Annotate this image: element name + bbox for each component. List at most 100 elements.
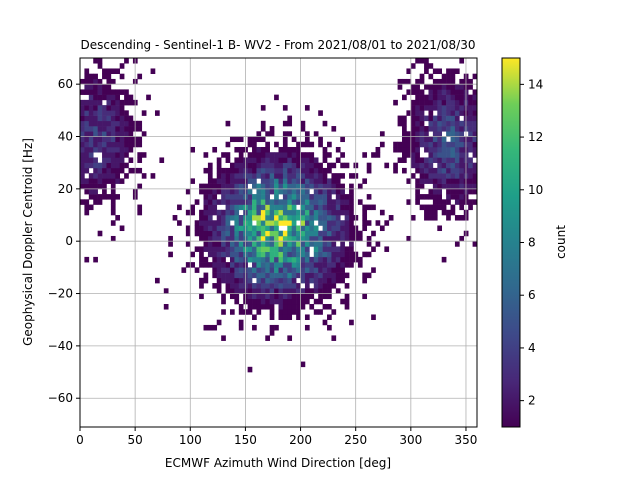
heatmap-cell bbox=[419, 105, 425, 111]
heatmap-cell bbox=[110, 152, 116, 158]
heatmap-cell bbox=[269, 199, 275, 205]
heatmap-cell bbox=[225, 183, 231, 190]
heatmap-cell bbox=[357, 230, 363, 237]
heatmap-cell bbox=[229, 262, 235, 268]
heatmap-cell bbox=[238, 183, 244, 190]
heatmap-cell bbox=[282, 256, 288, 263]
heatmap-cell bbox=[269, 246, 275, 252]
heatmap-cell bbox=[84, 99, 90, 106]
heatmap-cell bbox=[256, 304, 262, 310]
heatmap-cell bbox=[274, 272, 279, 279]
heatmap-cell bbox=[265, 256, 270, 263]
heatmap-cell bbox=[207, 194, 213, 200]
heatmap-cell bbox=[124, 110, 129, 116]
heatmap-cell bbox=[331, 126, 337, 132]
heatmap-cell bbox=[221, 225, 226, 232]
heatmap-cell bbox=[450, 162, 456, 169]
heatmap-cell bbox=[406, 146, 412, 153]
heatmap-cell bbox=[304, 314, 310, 321]
heatmap-cell bbox=[450, 99, 456, 106]
heatmap-cell bbox=[441, 73, 447, 80]
heatmap-cell bbox=[362, 178, 368, 184]
y-axis-label: Geophysical Doppler Centroid [Hz] bbox=[21, 138, 35, 346]
heatmap-cell bbox=[207, 246, 213, 252]
heatmap-cell bbox=[291, 309, 297, 315]
heatmap-cell bbox=[265, 199, 270, 205]
heatmap-cell bbox=[428, 204, 434, 211]
heatmap-cell bbox=[203, 262, 209, 268]
heatmap-cell bbox=[454, 178, 460, 184]
heatmap-cell bbox=[327, 288, 332, 294]
heatmap-cell bbox=[441, 167, 447, 174]
heatmap-cell bbox=[349, 194, 354, 200]
heatmap-cell bbox=[454, 136, 460, 143]
heatmap-cell bbox=[212, 220, 218, 226]
heatmap-cell bbox=[84, 146, 90, 153]
heatmap-cell bbox=[278, 183, 284, 190]
heatmap-cell bbox=[238, 277, 244, 284]
heatmap-cell bbox=[106, 173, 112, 179]
heatmap-cell bbox=[362, 293, 368, 300]
heatmap-cell bbox=[318, 178, 323, 184]
heatmap-cell bbox=[265, 131, 270, 137]
heatmap-cell bbox=[331, 241, 337, 247]
heatmap-cell bbox=[256, 298, 262, 305]
heatmap-cell bbox=[269, 251, 275, 258]
heatmap-cell bbox=[274, 283, 279, 289]
heatmap-cell bbox=[472, 152, 478, 158]
heatmap-cell bbox=[207, 225, 213, 232]
heatmap-cell bbox=[119, 178, 125, 184]
heatmap-cell bbox=[432, 199, 438, 205]
heatmap-cell bbox=[225, 235, 231, 242]
heatmap-cell bbox=[260, 225, 266, 232]
heatmap-cell bbox=[274, 194, 279, 200]
heatmap-cell bbox=[344, 194, 350, 200]
heatmap-cell bbox=[309, 235, 315, 242]
heatmap-cell bbox=[221, 220, 226, 226]
heatmap-cell bbox=[203, 183, 209, 190]
heatmap-cell bbox=[450, 188, 456, 195]
heatmap-cell bbox=[393, 99, 398, 106]
heatmap-cell bbox=[327, 194, 332, 200]
heatmap-cell bbox=[344, 272, 350, 279]
heatmap-cell bbox=[115, 146, 120, 153]
heatmap-cell bbox=[318, 298, 323, 305]
heatmap-cell bbox=[468, 204, 473, 211]
heatmap-cell bbox=[318, 183, 323, 190]
heatmap-cell bbox=[269, 131, 275, 137]
heatmap-cell bbox=[296, 241, 301, 247]
heatmap-cell bbox=[278, 146, 284, 153]
heatmap-cell bbox=[318, 162, 323, 169]
heatmap-cell bbox=[428, 89, 434, 95]
heatmap-cell bbox=[238, 146, 244, 153]
heatmap-cell bbox=[304, 204, 310, 211]
heatmap-cell bbox=[185, 209, 191, 216]
heatmap-cell bbox=[419, 162, 425, 169]
heatmap-cell bbox=[450, 146, 456, 153]
heatmap-cell bbox=[119, 105, 125, 111]
heatmap-cell bbox=[410, 131, 416, 137]
heatmap-cell bbox=[93, 173, 98, 179]
heatmap-cell bbox=[229, 188, 235, 195]
heatmap-cell bbox=[450, 131, 456, 137]
heatmap-cell bbox=[304, 277, 310, 284]
heatmap-cell bbox=[335, 199, 341, 205]
heatmap-cell bbox=[454, 215, 460, 221]
heatmap-cell bbox=[287, 246, 293, 252]
heatmap-cell bbox=[260, 209, 266, 216]
heatmap-cell bbox=[128, 136, 134, 143]
heatmap-cell bbox=[291, 241, 297, 247]
heatmap-cell bbox=[322, 267, 328, 273]
heatmap-cell bbox=[313, 267, 319, 273]
heatmap-cell bbox=[216, 215, 222, 221]
heatmap-cell bbox=[260, 120, 266, 127]
heatmap-cell bbox=[203, 324, 209, 331]
heatmap-cell bbox=[282, 183, 288, 190]
heatmap-cell bbox=[216, 167, 222, 174]
heatmap-cell bbox=[454, 188, 460, 195]
heatmap-cell bbox=[410, 215, 416, 221]
heatmap-cell bbox=[269, 298, 275, 305]
heatmap-cell bbox=[459, 78, 465, 85]
heatmap-cell bbox=[252, 267, 257, 273]
